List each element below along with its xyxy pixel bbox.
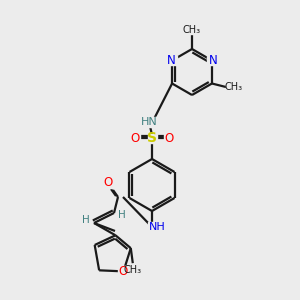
Bar	[148, 134, 157, 142]
Bar	[117, 212, 125, 220]
Bar	[103, 178, 113, 188]
Text: S: S	[147, 131, 157, 145]
Bar	[118, 266, 128, 276]
Text: O: O	[130, 131, 140, 145]
Text: O: O	[119, 265, 128, 278]
Bar	[83, 217, 91, 225]
Text: CH₃: CH₃	[183, 25, 201, 35]
Text: NH: NH	[148, 222, 165, 232]
Text: N: N	[167, 54, 176, 67]
Bar	[130, 133, 140, 143]
Text: CH₃: CH₃	[124, 265, 142, 275]
Bar	[148, 222, 164, 232]
Text: H: H	[82, 215, 90, 225]
Bar	[167, 56, 177, 65]
Bar	[184, 26, 200, 34]
Text: O: O	[164, 131, 174, 145]
Bar	[164, 133, 174, 143]
Bar	[143, 117, 157, 127]
Text: N: N	[208, 54, 217, 67]
Bar	[207, 56, 217, 65]
Bar	[124, 266, 142, 275]
Text: HN: HN	[141, 117, 158, 127]
Bar	[226, 83, 242, 92]
Text: H: H	[118, 210, 126, 220]
Text: O: O	[103, 176, 112, 190]
Text: CH₃: CH₃	[225, 82, 243, 92]
